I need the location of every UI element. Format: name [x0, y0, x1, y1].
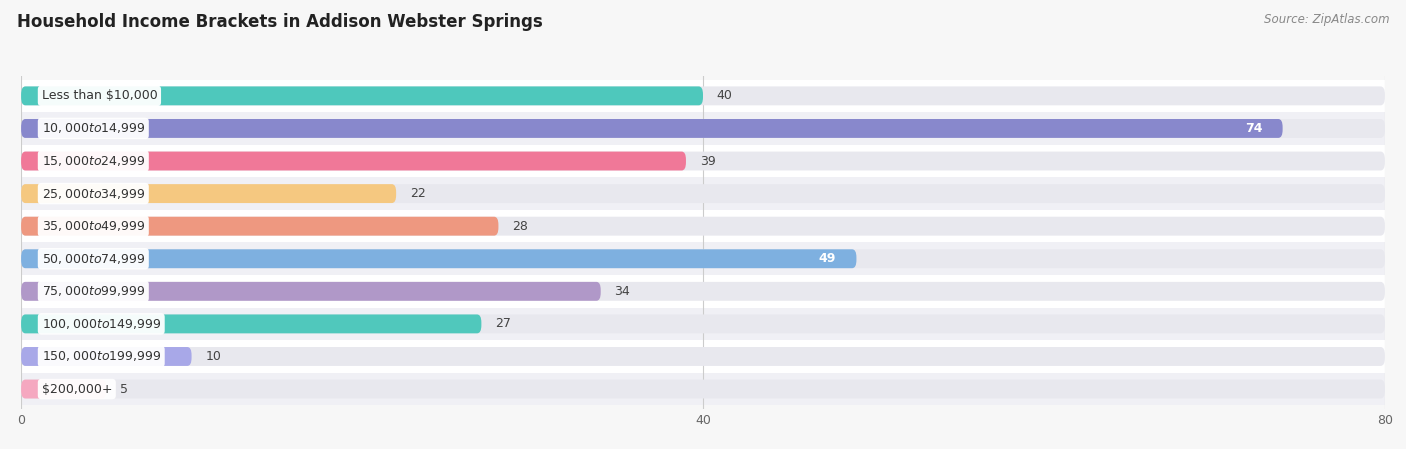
Text: 5: 5	[120, 383, 128, 396]
Text: $35,000 to $49,999: $35,000 to $49,999	[42, 219, 145, 233]
FancyBboxPatch shape	[21, 152, 686, 171]
FancyBboxPatch shape	[0, 340, 1406, 373]
Text: 49: 49	[818, 252, 837, 265]
Text: $150,000 to $199,999: $150,000 to $199,999	[42, 349, 160, 364]
FancyBboxPatch shape	[21, 282, 600, 301]
Text: 74: 74	[1244, 122, 1263, 135]
Text: 28: 28	[512, 220, 527, 233]
Text: 10: 10	[205, 350, 221, 363]
FancyBboxPatch shape	[21, 379, 107, 399]
Text: 39: 39	[700, 154, 716, 167]
Text: $200,000+: $200,000+	[42, 383, 112, 396]
FancyBboxPatch shape	[21, 379, 1385, 399]
FancyBboxPatch shape	[0, 373, 1406, 405]
FancyBboxPatch shape	[21, 152, 1385, 171]
FancyBboxPatch shape	[21, 249, 1385, 268]
Text: $100,000 to $149,999: $100,000 to $149,999	[42, 317, 160, 331]
FancyBboxPatch shape	[0, 210, 1406, 242]
FancyBboxPatch shape	[21, 217, 499, 236]
FancyBboxPatch shape	[0, 275, 1406, 308]
FancyBboxPatch shape	[21, 282, 1385, 301]
Text: Household Income Brackets in Addison Webster Springs: Household Income Brackets in Addison Web…	[17, 13, 543, 31]
FancyBboxPatch shape	[21, 119, 1385, 138]
Text: 22: 22	[409, 187, 426, 200]
Text: $15,000 to $24,999: $15,000 to $24,999	[42, 154, 145, 168]
FancyBboxPatch shape	[21, 314, 1385, 333]
FancyBboxPatch shape	[21, 347, 191, 366]
Text: Source: ZipAtlas.com: Source: ZipAtlas.com	[1264, 13, 1389, 26]
FancyBboxPatch shape	[0, 308, 1406, 340]
FancyBboxPatch shape	[21, 86, 703, 106]
Text: $50,000 to $74,999: $50,000 to $74,999	[42, 252, 145, 266]
FancyBboxPatch shape	[0, 177, 1406, 210]
FancyBboxPatch shape	[21, 217, 1385, 236]
Text: $25,000 to $34,999: $25,000 to $34,999	[42, 187, 145, 201]
Text: Less than $10,000: Less than $10,000	[42, 89, 157, 102]
FancyBboxPatch shape	[0, 145, 1406, 177]
FancyBboxPatch shape	[21, 184, 1385, 203]
Text: $75,000 to $99,999: $75,000 to $99,999	[42, 284, 145, 298]
FancyBboxPatch shape	[21, 86, 1385, 106]
Text: 40: 40	[717, 89, 733, 102]
FancyBboxPatch shape	[21, 119, 1282, 138]
Text: $10,000 to $14,999: $10,000 to $14,999	[42, 121, 145, 136]
Text: 27: 27	[495, 317, 510, 330]
FancyBboxPatch shape	[21, 314, 481, 333]
FancyBboxPatch shape	[21, 249, 856, 268]
FancyBboxPatch shape	[21, 184, 396, 203]
FancyBboxPatch shape	[0, 242, 1406, 275]
FancyBboxPatch shape	[0, 79, 1406, 112]
Text: 34: 34	[614, 285, 630, 298]
FancyBboxPatch shape	[0, 112, 1406, 145]
FancyBboxPatch shape	[21, 347, 1385, 366]
